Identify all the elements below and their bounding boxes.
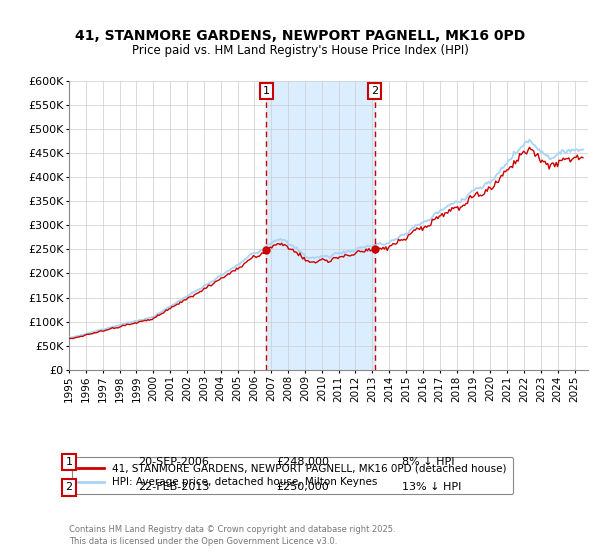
- Text: Price paid vs. HM Land Registry's House Price Index (HPI): Price paid vs. HM Land Registry's House …: [131, 44, 469, 57]
- Text: 1: 1: [65, 457, 73, 467]
- Text: 41, STANMORE GARDENS, NEWPORT PAGNELL, MK16 0PD: 41, STANMORE GARDENS, NEWPORT PAGNELL, M…: [75, 29, 525, 44]
- Text: 1: 1: [263, 86, 270, 96]
- Text: £250,000: £250,000: [276, 482, 329, 492]
- Text: 13% ↓ HPI: 13% ↓ HPI: [402, 482, 461, 492]
- Text: 2: 2: [65, 482, 73, 492]
- Bar: [266, 81, 374, 370]
- Text: 8% ↓ HPI: 8% ↓ HPI: [402, 457, 455, 467]
- Text: £248,000: £248,000: [276, 457, 329, 467]
- Text: 20-SEP-2006: 20-SEP-2006: [138, 457, 209, 467]
- Legend: 41, STANMORE GARDENS, NEWPORT PAGNELL, MK16 0PD (detached house), HPI: Average p: 41, STANMORE GARDENS, NEWPORT PAGNELL, M…: [71, 457, 513, 494]
- Text: 2: 2: [371, 86, 378, 96]
- Text: Contains HM Land Registry data © Crown copyright and database right 2025.
This d: Contains HM Land Registry data © Crown c…: [69, 525, 395, 546]
- Text: 22-FEB-2013: 22-FEB-2013: [138, 482, 209, 492]
